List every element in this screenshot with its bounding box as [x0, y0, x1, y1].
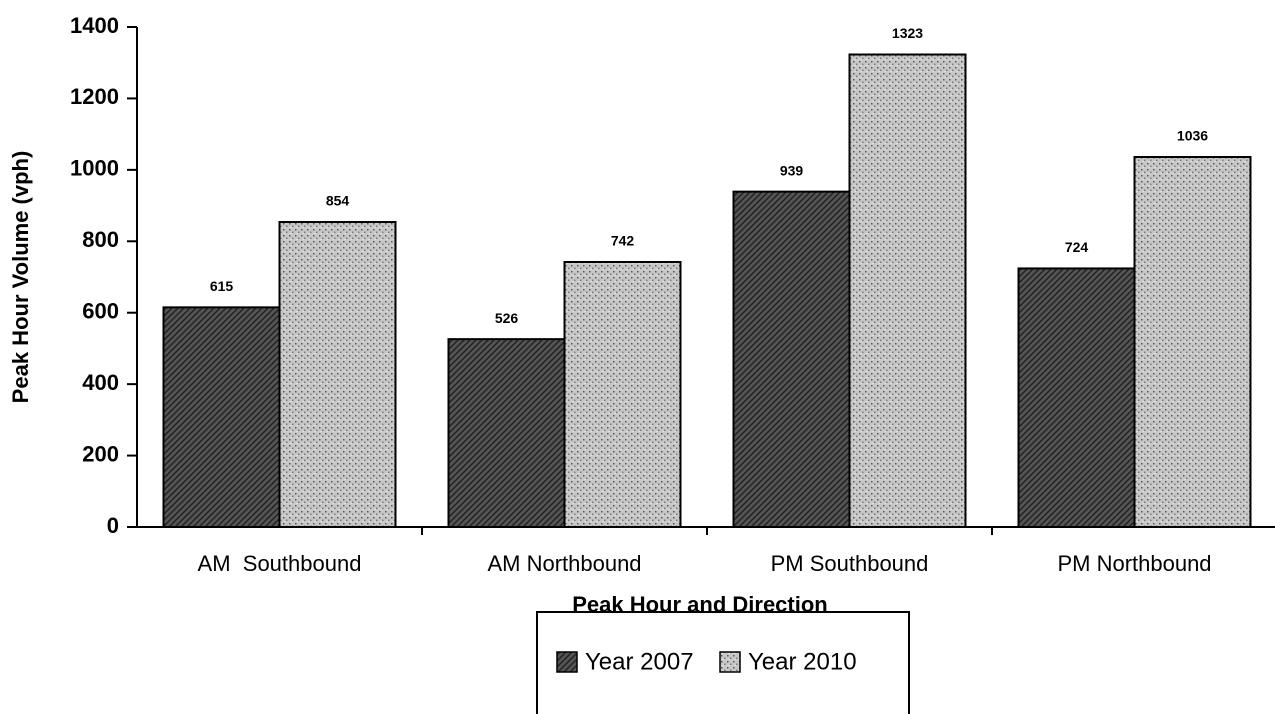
value-label: 1323 — [892, 25, 923, 41]
bar — [278, 221, 397, 528]
value-label: 615 — [210, 278, 234, 294]
bar — [1017, 267, 1136, 528]
value-label: 1036 — [1177, 128, 1208, 144]
legend-label: Year 2007 — [585, 648, 694, 675]
x-tick-label: AM Northbound — [487, 551, 641, 576]
value-label: 526 — [495, 310, 519, 326]
bar — [1133, 156, 1252, 528]
x-tick-label: AM Southbound — [198, 551, 362, 576]
value-label: 724 — [1065, 239, 1089, 255]
bar — [162, 306, 281, 528]
value-label: 742 — [611, 233, 635, 249]
value-label: 854 — [326, 193, 350, 209]
bar — [732, 190, 851, 528]
bar — [447, 338, 566, 528]
y-axis-title: Peak Hour Volume (vph) — [8, 151, 33, 404]
bar — [848, 53, 967, 528]
bar — [563, 261, 682, 528]
y-tick-label: 0 — [107, 513, 119, 538]
y-tick-label: 800 — [82, 227, 119, 252]
legend-swatch — [719, 651, 741, 673]
value-label: 939 — [780, 162, 804, 178]
y-tick-label: 200 — [82, 441, 119, 466]
legend-label: Year 2010 — [748, 648, 857, 675]
x-tick-label: PM Northbound — [1057, 551, 1211, 576]
y-tick-label: 600 — [82, 299, 119, 324]
y-tick-label: 400 — [82, 370, 119, 395]
y-tick-label: 1000 — [70, 156, 119, 181]
y-tick-label: 1400 — [70, 13, 119, 38]
y-tick-label: 1200 — [70, 84, 119, 109]
legend-swatch — [556, 651, 578, 673]
x-tick-label: PM Southbound — [771, 551, 929, 576]
